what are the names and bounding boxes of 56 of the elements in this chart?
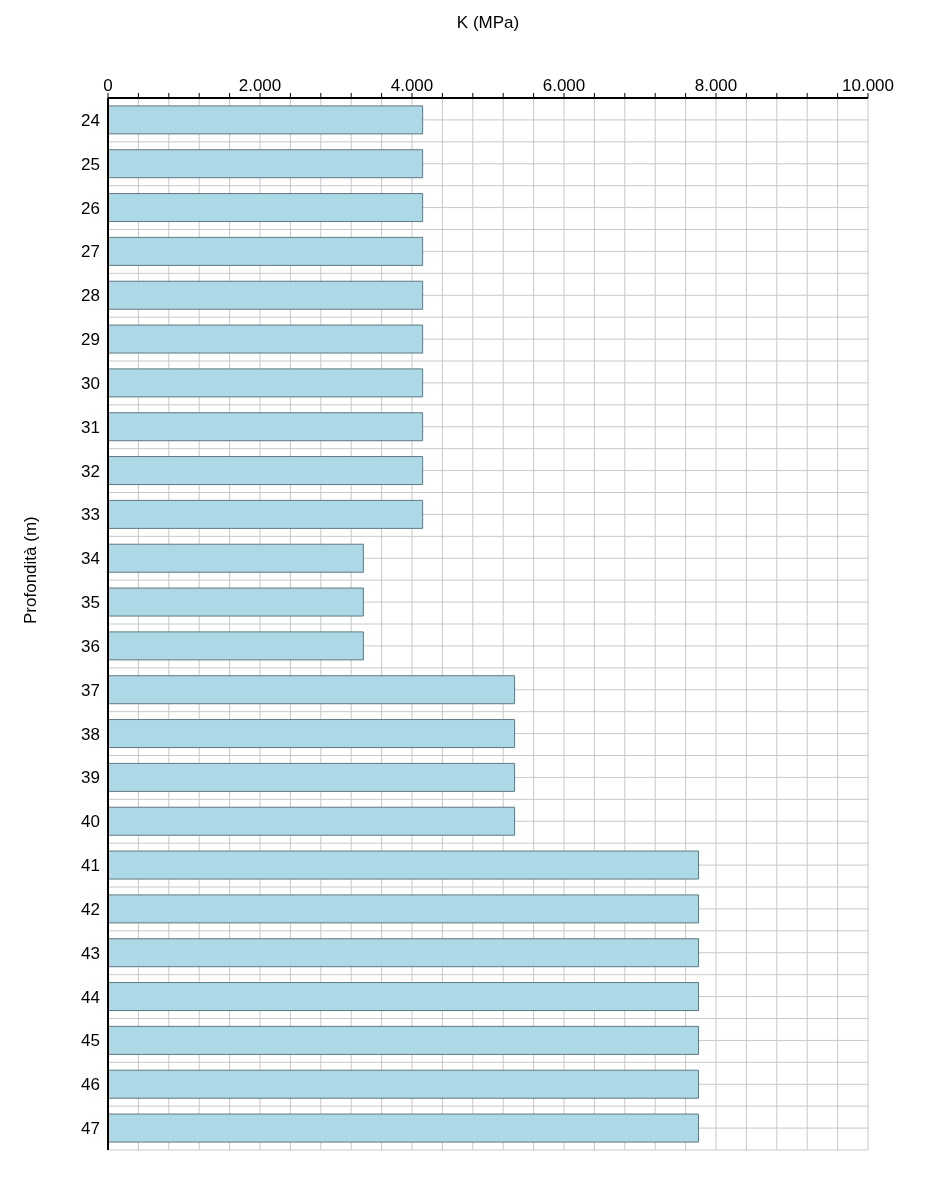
bar	[108, 894, 700, 924]
bar	[108, 631, 364, 661]
y-tick-label: 40	[81, 812, 100, 832]
bar	[108, 719, 516, 749]
bar	[108, 850, 700, 880]
bar	[108, 1113, 700, 1143]
bar	[108, 193, 424, 223]
bar	[108, 762, 516, 792]
y-axis-title: Profondità (m)	[21, 516, 41, 624]
bar	[108, 412, 424, 442]
x-tick-label: 4.000	[390, 76, 434, 95]
bar	[108, 1069, 700, 1099]
y-tick-label: 35	[81, 593, 100, 613]
y-tick-label: 43	[81, 943, 100, 963]
y-tick-label: 39	[81, 768, 100, 788]
bar	[108, 806, 516, 836]
bar	[108, 587, 364, 617]
y-tick-label: 36	[81, 636, 100, 656]
y-tick-label: 44	[81, 987, 100, 1007]
x-tick-label: 8.000	[694, 76, 738, 95]
y-tick-label: 38	[81, 724, 100, 744]
bar	[108, 105, 424, 135]
x-tick-label: 10.000	[842, 76, 894, 95]
y-tick-label: 42	[81, 899, 100, 919]
y-tick-label: 46	[81, 1075, 100, 1095]
bar	[108, 1025, 700, 1055]
bar	[108, 236, 424, 266]
y-tick-label: 29	[81, 330, 100, 350]
y-tick-label: 32	[81, 461, 100, 481]
y-tick-label: 26	[81, 198, 100, 218]
y-tick-label: 47	[81, 1119, 100, 1139]
bar	[108, 368, 424, 398]
y-tick-label: 41	[81, 856, 100, 876]
y-tick-label: 24	[81, 110, 100, 130]
x-tick-label: 2.000	[238, 76, 282, 95]
bar	[108, 499, 424, 529]
y-tick-label: 30	[81, 373, 100, 393]
x-tick-label: 6.000	[542, 76, 586, 95]
x-tick-label: 0	[103, 76, 113, 95]
bar	[108, 543, 364, 573]
x-axis-title: K (MPa)	[456, 13, 520, 33]
bar	[108, 456, 424, 486]
y-tick-label: 34	[81, 549, 100, 569]
bar	[108, 982, 700, 1012]
y-tick-label: 33	[81, 505, 100, 525]
y-tick-label: 28	[81, 286, 100, 306]
y-tick-label: 37	[81, 680, 100, 700]
bar	[108, 675, 516, 705]
y-tick-label: 25	[81, 154, 100, 174]
bar	[108, 938, 700, 968]
bar	[108, 324, 424, 354]
y-tick-label: 27	[81, 242, 100, 262]
bar	[108, 149, 424, 179]
y-tick-label: 31	[81, 417, 100, 437]
bar	[108, 280, 424, 310]
y-tick-label: 45	[81, 1031, 100, 1051]
